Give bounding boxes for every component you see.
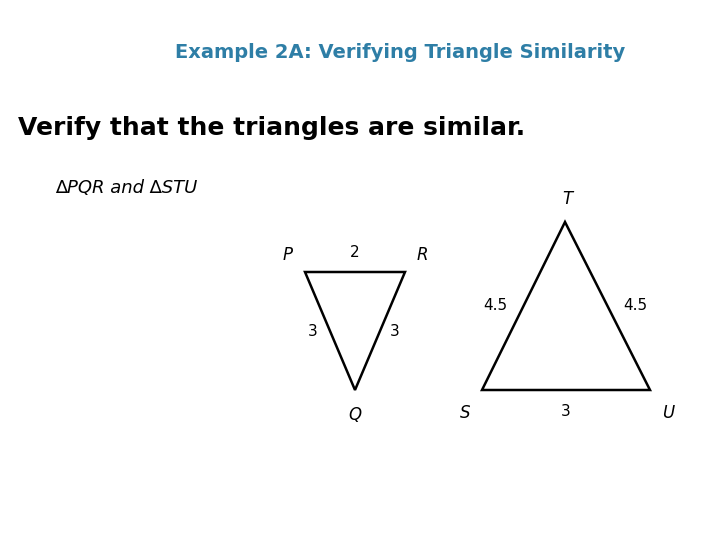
Text: 4.5: 4.5 [483,299,508,314]
Text: R: R [417,246,428,264]
Text: S: S [459,404,470,422]
Text: Verify that the triangles are similar.: Verify that the triangles are similar. [18,116,525,140]
Text: U: U [662,404,674,422]
Text: 3: 3 [390,323,400,339]
Text: P: P [283,246,293,264]
Text: Q: Q [348,406,361,424]
Text: ∆PQR and ∆STU: ∆PQR and ∆STU [55,179,197,197]
Text: 3: 3 [308,323,318,339]
Text: Example 2A: Verifying Triangle Similarity: Example 2A: Verifying Triangle Similarit… [175,43,625,62]
Text: 3: 3 [561,404,571,419]
Text: 4.5: 4.5 [624,299,647,314]
Text: 2: 2 [350,245,360,260]
Text: T: T [562,190,572,208]
